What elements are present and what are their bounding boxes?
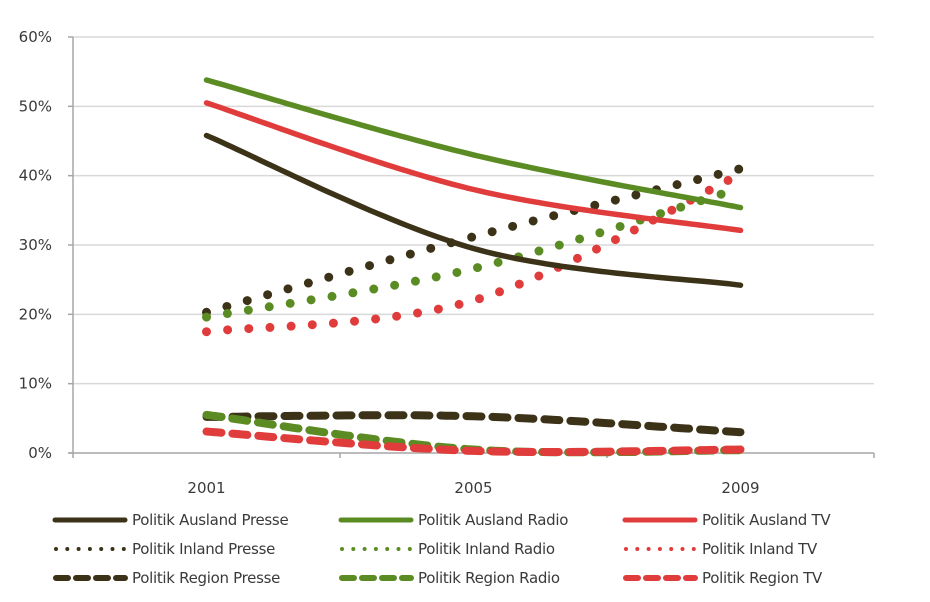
series-line-politik-inland-radio [202, 183, 745, 322]
legend-swatch [338, 517, 414, 523]
y-tick-label: 30% [19, 236, 52, 254]
legend-item: Politik Region TV [622, 566, 822, 590]
legend-label: Politik Inland Presse [132, 540, 276, 558]
legend-swatch [340, 547, 413, 551]
series-line-politik-ausland-radio [203, 77, 744, 211]
legend-item: Politik Ausland TV [622, 508, 831, 532]
legend-swatch [52, 517, 128, 523]
legend-label: Politik Region Radio [418, 569, 560, 587]
legend-item: Politik Ausland Radio [338, 508, 568, 532]
x-tick-label: 2005 [454, 479, 492, 497]
y-tick-label: 0% [28, 444, 52, 462]
legend-swatch [623, 575, 698, 581]
gridlines [73, 36, 874, 385]
y-tick-labels: 0% 10% 20% 30% 40% 50% 60% [19, 28, 52, 462]
series-line-politik-ausland-tv [203, 100, 744, 234]
series-line-politik-inland-presse [202, 164, 745, 317]
legend-item: Politik Inland TV [622, 537, 817, 561]
series-line-politik-region-radio [202, 410, 745, 457]
y-tick-label: 60% [19, 28, 52, 46]
legend-swatch [339, 575, 414, 581]
legend-swatch [622, 517, 698, 523]
series-line-politik-inland-tv [202, 169, 745, 337]
legend-item: Politik Inland Radio [338, 537, 555, 561]
series-line-politik-region-presse [202, 411, 745, 437]
y-tick-label: 40% [19, 167, 52, 185]
legend-swatch [53, 575, 128, 581]
legend-swatch [624, 547, 697, 551]
legend-label: Politik Inland TV [702, 540, 817, 558]
y-tick-label: 10% [19, 375, 52, 393]
y-tick-label: 20% [19, 305, 52, 323]
legend-label: Politik Region TV [702, 569, 822, 587]
x-tick-labels: 2001 2005 2009 [187, 479, 759, 497]
legend-item: Politik Ausland Presse [52, 508, 289, 532]
legend-item: Politik Region Presse [52, 566, 280, 590]
x-tick-label: 2009 [721, 479, 759, 497]
legend-label: Politik Region Presse [132, 569, 281, 587]
legend-label: Politik Ausland Presse [132, 511, 289, 529]
series-line-politik-ausland-presse [203, 132, 744, 288]
legend-label: Politik Inland Radio [418, 540, 555, 558]
legend-item: Politik Region Radio [338, 566, 560, 590]
legend-label: Politik Ausland TV [702, 511, 831, 529]
x-tick-label: 2001 [187, 479, 225, 497]
y-tick-label: 50% [19, 97, 52, 115]
legend-label: Politik Ausland Radio [418, 511, 569, 529]
legend-item: Politik Inland Presse [52, 537, 275, 561]
legend-swatch [54, 547, 127, 551]
series-lines [202, 77, 745, 457]
series-line-politik-region-tv [202, 427, 745, 456]
line-chart: 0% 10% 20% 30% 40% 50% 60% 2001 2005 200… [19, 28, 875, 497]
